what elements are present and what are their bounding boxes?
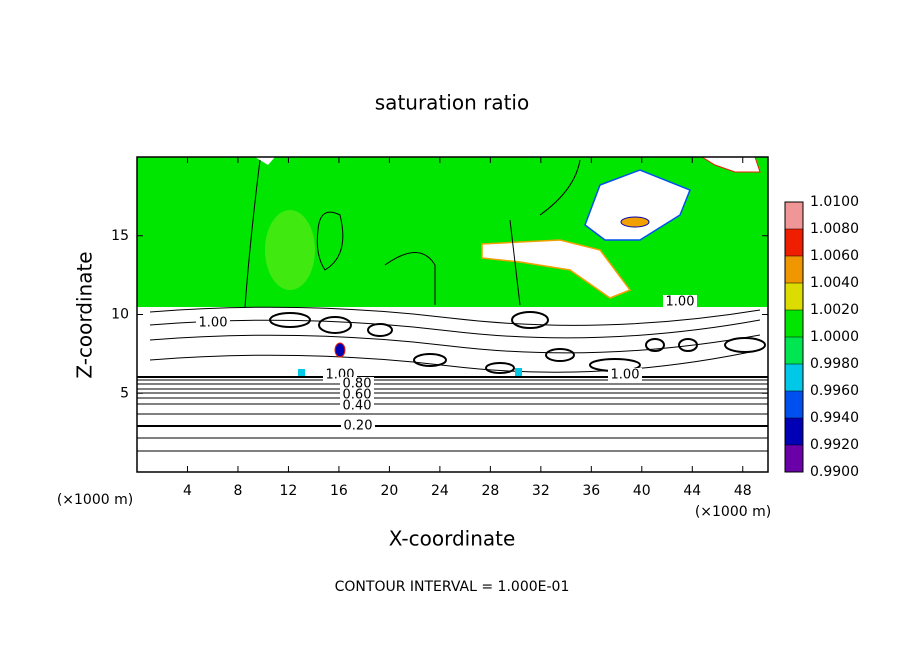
colorbar-tick-label: 1.0000	[810, 329, 859, 345]
colorbar-tick-label: 1.0080	[810, 221, 859, 237]
chart-title: saturation ratio	[375, 91, 529, 115]
footer: CONTOUR INTERVAL = 1.000E-01	[335, 579, 570, 595]
contour-loop	[645, 338, 665, 352]
colorbar-tick-label: 1.0020	[810, 302, 859, 318]
field-blob	[584, 169, 691, 241]
colorbar-tick-label: 1.0040	[810, 275, 859, 291]
field-shade	[265, 210, 315, 290]
contour-line	[149, 349, 761, 373]
x-axis-label: X-coordinate	[389, 527, 516, 551]
contour-loop	[678, 338, 698, 352]
field-blob	[255, 157, 275, 165]
colorbar-swatch	[785, 445, 803, 472]
x-tick-label: 44	[683, 483, 701, 499]
colorbar-tick-label: 1.0100	[810, 194, 859, 210]
contour-loop	[269, 312, 311, 328]
contour-label-bg	[196, 316, 230, 330]
x-tick-label: 8	[233, 483, 242, 499]
colorbar-swatch	[785, 391, 803, 418]
x-tick-label: 20	[380, 483, 398, 499]
y-tick-label: 10	[111, 307, 129, 323]
contour-label-bg	[340, 399, 374, 413]
contour-label: 0.40	[343, 399, 372, 414]
contour-line	[244, 159, 581, 308]
y-tick-label: 15	[111, 228, 129, 244]
contour-loop	[545, 348, 575, 362]
field-green	[137, 157, 768, 307]
contour-label: 0.80	[343, 377, 372, 392]
contour-loop	[413, 353, 447, 367]
contour-label-bg	[340, 377, 374, 391]
colorbar-swatch	[785, 337, 803, 364]
y-axis-label: Z-coordinate	[73, 251, 97, 378]
x-tick-label: 4	[183, 483, 192, 499]
colorbar-tick-label: 1.0060	[810, 248, 859, 264]
contour-loop	[485, 362, 515, 374]
contour-label-bg	[608, 368, 642, 382]
x-tick-label: 28	[481, 483, 499, 499]
field	[137, 156, 768, 308]
colorbar-tick-label: 0.9920	[810, 437, 859, 453]
x-tick-label: 48	[734, 483, 752, 499]
contour-label: 0.60	[343, 388, 372, 403]
contour-loop	[515, 368, 522, 376]
contour-line	[149, 319, 761, 339]
field-blob	[620, 216, 650, 228]
contour-line	[149, 334, 761, 354]
contour-label: 1.00	[611, 368, 640, 383]
contour-label: 1.00	[199, 316, 228, 331]
colorbar-swatch	[785, 202, 803, 229]
x-tick-label: 36	[582, 483, 600, 499]
contour-loop	[511, 311, 549, 329]
contour-loop	[724, 337, 766, 353]
colorbar-tick-label: 0.9960	[810, 383, 859, 399]
colorbar-swatch	[785, 283, 803, 310]
contour-loop	[334, 342, 346, 358]
field-blob	[481, 239, 632, 299]
colorbar-swatch	[785, 364, 803, 391]
y-tick-label: 5	[120, 385, 129, 401]
x-tick-label: 40	[633, 483, 651, 499]
x-tick-label: 12	[280, 483, 298, 499]
contour-line	[149, 306, 761, 326]
contour-label-bg	[663, 295, 697, 309]
x-tick-label: 24	[431, 483, 449, 499]
contour-label: 0.20	[344, 419, 373, 434]
contour-loop	[318, 316, 352, 334]
x-tick-label: 16	[330, 483, 348, 499]
contour-loop	[367, 323, 393, 337]
contour-label-bg	[340, 388, 374, 402]
contour-lines	[137, 306, 768, 452]
colorbar-swatch	[785, 418, 803, 445]
colorbar-swatch	[785, 229, 803, 256]
colorbar-frame	[784, 201, 804, 473]
colorbar-swatch	[785, 256, 803, 283]
x-tick-label: 32	[532, 483, 550, 499]
colorbar-swatch	[785, 310, 803, 337]
colorbar-tick-label: 0.9900	[810, 464, 859, 480]
x-unit: (×1000 m)	[57, 492, 133, 508]
colorbar-tick-label: 0.9940	[810, 410, 859, 426]
contour-label: 1.00	[666, 295, 695, 310]
contour-label-bg	[341, 419, 375, 433]
contour-loop	[298, 369, 305, 376]
x-unit: (×1000 m)	[695, 504, 771, 520]
colorbar-tick-label: 0.9980	[810, 356, 859, 372]
